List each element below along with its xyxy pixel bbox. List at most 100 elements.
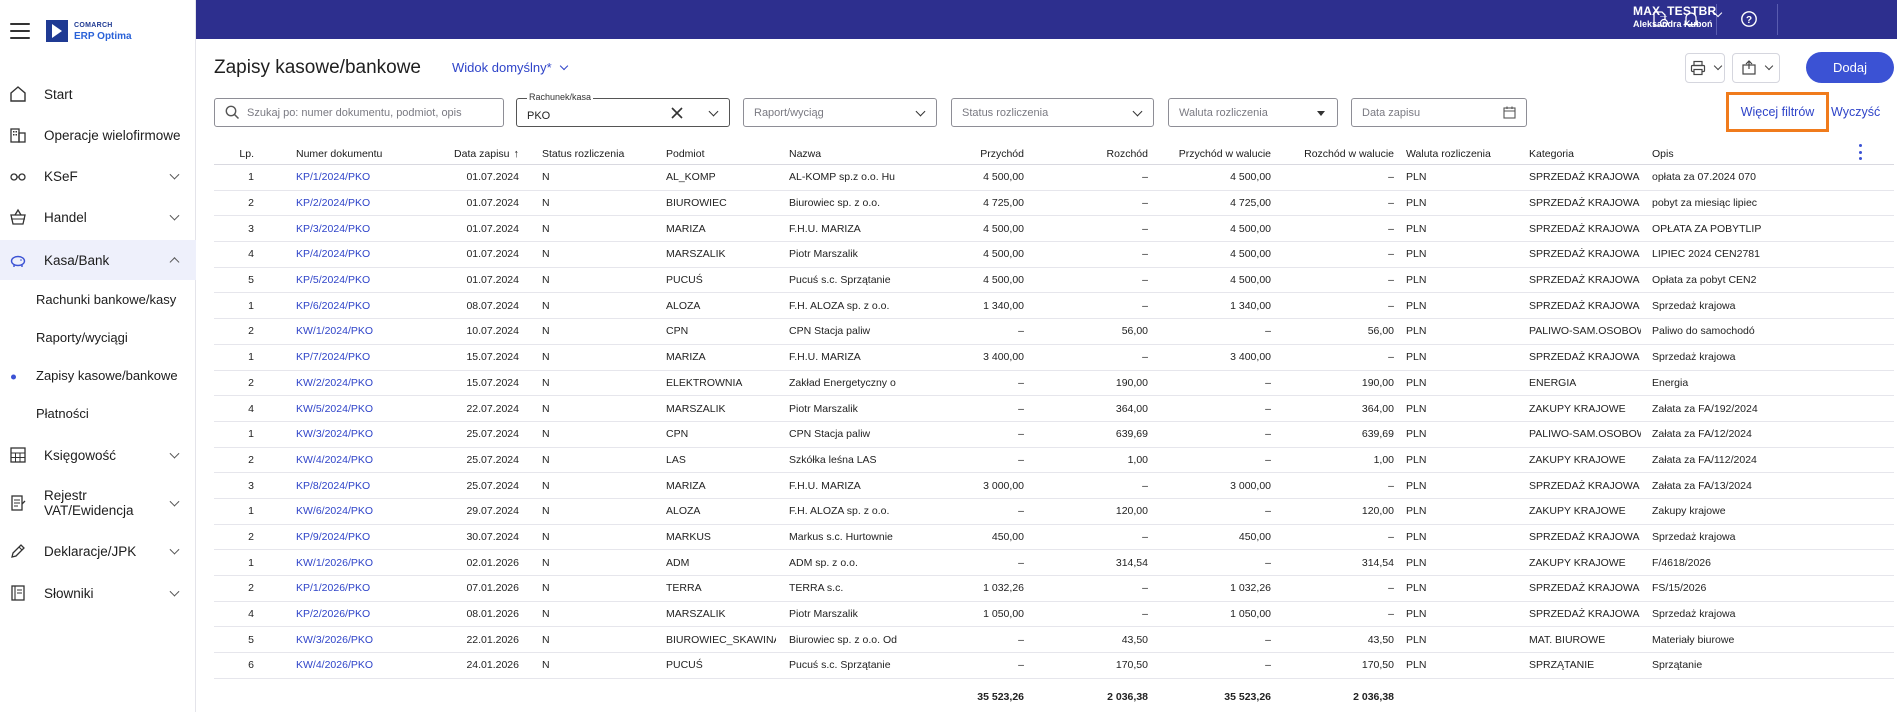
- search-input[interactable]: Szukaj po: numer dokumentu, podmiot, opi…: [214, 98, 504, 127]
- sidebar-item-accounts[interactable]: Rachunki bankowe/kasy: [0, 292, 196, 310]
- column-header-number[interactable]: Numer dokumentu: [296, 143, 402, 164]
- cell-number[interactable]: KP/5/2024/PKO: [296, 274, 371, 287]
- table-row[interactable]: 1 KW/1/2026/PKO 02.01.2026 N ADM ADM sp. z o.…: [214, 550, 1894, 576]
- nav-ksiegowosc[interactable]: Księgowość: [0, 443, 196, 467]
- table-row[interactable]: 4 KP/2/2026/PKO 08.01.2026 N MARSZALIK Piotr …: [214, 602, 1894, 628]
- column-header-category[interactable]: Kategoria: [1529, 143, 1641, 164]
- cell-description: F/4618/2026: [1652, 556, 1711, 569]
- sidebar-item-reports[interactable]: Raporty/wyciągi: [0, 330, 196, 348]
- cell-number[interactable]: KP/8/2024/PKO: [296, 479, 371, 492]
- table-row[interactable]: 1 KW/6/2024/PKO 29.07.2024 N ALOZA F.H. ALOZA…: [214, 499, 1894, 525]
- column-header-name[interactable]: Nazwa: [789, 143, 911, 164]
- column-header-description[interactable]: Opis: [1652, 143, 1766, 164]
- column-header-date[interactable]: Data zapisu ↑: [419, 143, 519, 164]
- view-selector[interactable]: Widok domyślny*: [452, 60, 568, 75]
- cell-number[interactable]: KW/1/2026/PKO: [296, 556, 374, 569]
- cell-date: 01.07.2024: [466, 222, 519, 235]
- column-header-currency[interactable]: Waluta rozliczenia: [1406, 143, 1516, 164]
- table-row[interactable]: 3 KP/8/2024/PKO 25.07.2024 N MARIZA F.H.U. MA…: [214, 473, 1894, 499]
- logo[interactable]: COMARCH ERP Optima: [46, 20, 132, 42]
- table-row[interactable]: 2 KW/4/2024/PKO 25.07.2024 N LAS Szkółka leśn…: [214, 448, 1894, 474]
- cell-number[interactable]: KW/1/2024/PKO: [296, 325, 374, 338]
- cell-name: F.H.U. MARIZA: [789, 351, 861, 364]
- table-row[interactable]: 5 KW/3/2026/PKO 22.01.2026 N BIUROWIEC_SKAWI…: [214, 627, 1894, 654]
- table-row[interactable]: 6 KW/4/2026/PKO 24.01.2026 N PUCUŚ Pucuś s.c.…: [214, 653, 1894, 679]
- cell-number[interactable]: KW/4/2024/PKO: [296, 453, 374, 466]
- table-row[interactable]: 5 KP/5/2024/PKO 01.07.2024 N PUCUŚ Pucuś s.c.…: [214, 268, 1894, 294]
- cell-subject: MARKUS: [666, 530, 711, 543]
- cell-date: 02.01.2026: [466, 556, 519, 569]
- cell-category: ZAKUPY KRAJOWE: [1529, 505, 1626, 518]
- table-row[interactable]: 1 KW/3/2024/PKO 25.07.2024 N CPN CPN Stacja p…: [214, 422, 1894, 448]
- currency-select[interactable]: Waluta rozliczenia: [1168, 98, 1338, 127]
- table-row[interactable]: 1 KP/6/2024/PKO 08.07.2024 N ALOZA F.H. ALOZA…: [214, 293, 1894, 320]
- cell-expense: –: [1142, 582, 1148, 595]
- more-filters-button[interactable]: Więcej filtrów: [1726, 92, 1829, 132]
- table-row[interactable]: 3 KP/3/2024/PKO 01.07.2024 N MARIZA F.H.U. MA…: [214, 216, 1894, 243]
- status-select[interactable]: Status rozliczenia: [951, 98, 1154, 127]
- kebab-icon[interactable]: [1859, 144, 1863, 160]
- bell-icon[interactable]: [1681, 9, 1701, 29]
- cell-number[interactable]: KW/4/2026/PKO: [296, 659, 374, 672]
- nav-start[interactable]: Start: [0, 82, 196, 106]
- cell-number[interactable]: KW/3/2024/PKO: [296, 428, 374, 441]
- cell-income: –: [1018, 659, 1024, 672]
- nav-slowniki[interactable]: Słowniki: [0, 581, 196, 605]
- table-row[interactable]: 2 KP/9/2024/PKO 30.07.2024 N MARKUS Markus s.…: [214, 525, 1894, 551]
- nav-multi[interactable]: Operacje wielofirmowe: [0, 123, 196, 147]
- cell-number[interactable]: KW/6/2024/PKO: [296, 505, 374, 518]
- chevron-down-icon: [169, 544, 180, 555]
- cell-expense-cur: 1,00: [1373, 453, 1394, 466]
- table-row[interactable]: 4 KP/4/2024/PKO 01.07.2024 N MARSZALIK Piotr …: [214, 242, 1894, 268]
- nav-deklaracje[interactable]: Deklaracje/JPK: [0, 539, 196, 563]
- cell-number[interactable]: KP/4/2024/PKO: [296, 248, 371, 261]
- help-icon[interactable]: ?: [1739, 9, 1759, 29]
- table-row[interactable]: 2 KP/2/2024/PKO 01.07.2024 N BIUROWIEC Biurow…: [214, 191, 1894, 217]
- user-menu[interactable]: MAX_TESTBR Aleksandra Kuboń: [1633, 4, 1723, 29]
- column-header-income-cur[interactable]: Przychód w walucie: [1159, 143, 1271, 164]
- table-row[interactable]: 2 KP/1/2026/PKO 07.01.2026 N TERRA TERRA s.c.…: [214, 576, 1894, 602]
- cell-number[interactable]: KP/3/2024/PKO: [296, 222, 371, 235]
- cell-number[interactable]: KW/3/2026/PKO: [296, 633, 374, 646]
- column-header-expense-cur[interactable]: Rozchód w walucie: [1274, 143, 1394, 164]
- cell-name: Szkółka leśna LAS: [789, 453, 877, 466]
- column-header-income[interactable]: Przychód: [926, 143, 1024, 164]
- clear-filters-button[interactable]: Wyczyść: [1831, 105, 1881, 119]
- account-select[interactable]: Rachunek/kasa PKO: [516, 92, 730, 127]
- cell-currency: PLN: [1406, 453, 1427, 466]
- sidebar-item-payments[interactable]: Płatności: [0, 406, 196, 424]
- add-button[interactable]: Dodaj: [1806, 52, 1894, 83]
- table-row[interactable]: 4 KW/5/2024/PKO 22.07.2024 N MARSZALIK Piotr …: [214, 396, 1894, 422]
- table-row[interactable]: 1 KP/7/2024/PKO 15.07.2024 N MARIZA F.H.U. MA…: [214, 345, 1894, 371]
- print-button[interactable]: [1686, 54, 1724, 82]
- cell-number[interactable]: KP/2/2024/PKO: [296, 197, 371, 210]
- close-icon[interactable]: [669, 105, 685, 121]
- column-header-expense[interactable]: Rozchód: [1046, 143, 1148, 164]
- calendar-icon[interactable]: [1503, 106, 1516, 119]
- menu-icon[interactable]: [10, 23, 30, 39]
- date-input[interactable]: Data zapisu: [1351, 98, 1527, 127]
- column-header-subject[interactable]: Podmiot: [666, 143, 776, 164]
- table-row[interactable]: 1 KP/1/2024/PKO 01.07.2024 N AL_KOMP AL-KOMP …: [214, 165, 1894, 191]
- table-row[interactable]: 2 KW/2/2024/PKO 15.07.2024 N ELEKTROWNIA Zakł…: [214, 371, 1894, 397]
- nav-kasa[interactable]: Kasa/Bank: [0, 240, 196, 280]
- column-header-status[interactable]: Status rozliczenia: [542, 143, 652, 164]
- cell-number[interactable]: KP/7/2024/PKO: [296, 351, 371, 364]
- report-select[interactable]: Raport/wyciąg: [743, 98, 937, 127]
- cell-number[interactable]: KP/1/2024/PKO: [296, 171, 371, 184]
- document-clock-icon[interactable]: [1650, 9, 1670, 29]
- cell-number[interactable]: KP/1/2026/PKO: [296, 582, 371, 595]
- cell-number[interactable]: KW/2/2024/PKO: [296, 376, 374, 389]
- export-button[interactable]: [1733, 54, 1779, 82]
- table-row[interactable]: 2 KW/1/2024/PKO 10.07.2024 N CPN CPN Stacja p…: [214, 319, 1894, 345]
- cell-number[interactable]: KP/6/2024/PKO: [296, 299, 371, 312]
- cell-status: N: [542, 659, 550, 672]
- nav-ksef[interactable]: KSeF: [0, 164, 196, 188]
- column-header-lp[interactable]: Lp.: [214, 143, 254, 164]
- nav-rejestr[interactable]: Rejestr VAT/Ewidencja: [0, 486, 196, 520]
- cell-number[interactable]: KP/2/2026/PKO: [296, 608, 371, 621]
- cell-number[interactable]: KW/5/2024/PKO: [296, 402, 374, 415]
- cell-number[interactable]: KP/9/2024/PKO: [296, 530, 371, 543]
- sidebar-item-entries[interactable]: Zapisy kasowe/bankowe: [0, 368, 196, 386]
- nav-handel[interactable]: Handel: [0, 205, 196, 229]
